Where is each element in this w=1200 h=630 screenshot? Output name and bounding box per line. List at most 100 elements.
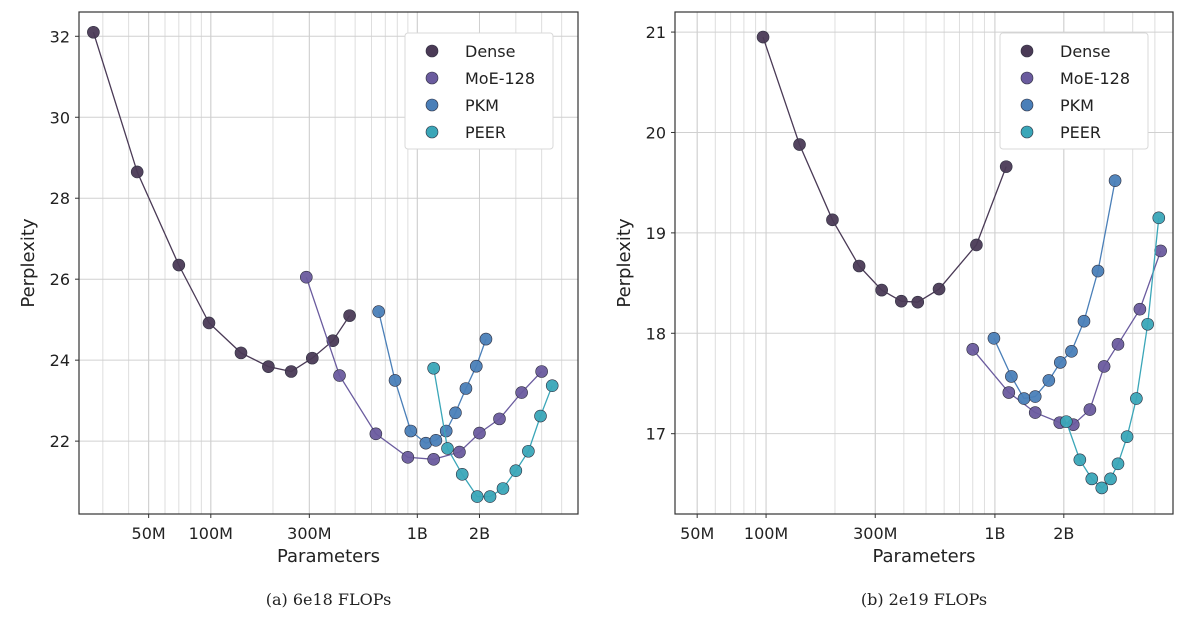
data-point [1005,370,1018,383]
axes-frame [674,11,1174,515]
data-point [1073,453,1087,467]
data-point [1154,244,1167,258]
series-peer [1059,211,1166,495]
data-point [509,464,523,477]
data-point [1002,386,1016,399]
axes-frame [78,11,579,515]
data-point [388,374,402,387]
x-axis-label: Parameters [872,546,975,567]
data-point [1059,415,1073,428]
series-dense [87,25,356,378]
y-tick-label: 17 [646,425,666,444]
data-point [470,490,484,503]
data-point [756,30,770,44]
data-point [1053,356,1067,369]
series-line [92,32,351,373]
data-point [1028,390,1042,403]
data-point [333,369,346,382]
series-pkm [372,305,493,450]
data-point [1133,302,1147,316]
data-point [404,424,418,438]
figure-caption: (a) 6e18 FLOPs [266,590,392,609]
y-grid [675,12,1173,514]
data-point [429,434,443,447]
data-point [1108,174,1122,187]
y-tick-label: 20 [646,123,666,142]
data-point [483,490,497,503]
legend-box [999,32,1149,150]
series-line [993,180,1116,400]
data-point [369,427,383,441]
y-axis-label: Perplexity [614,218,635,308]
y-tick-label: 28 [50,189,70,208]
data-point [1141,317,1154,331]
data-point [439,424,453,438]
data-point [473,426,486,440]
data-point [1042,374,1056,387]
data-point [459,382,473,395]
x-tick-label: 50M [132,524,166,543]
data-point [1120,430,1134,443]
legend-marker [425,98,439,112]
legend: Dense MoE-128 PKM PEER [404,32,554,150]
data-point [1017,392,1031,405]
data-point [1083,403,1097,416]
y-tick-label: 22 [50,432,70,451]
data-point [455,468,469,481]
x-tick-label: 1B [407,524,428,543]
data-point [1077,314,1091,328]
data-point [545,379,559,392]
data-point [202,316,216,330]
data-point [299,270,313,284]
series-line [378,311,487,444]
y-tick-label: 24 [50,351,70,370]
legend-box [404,32,554,150]
chart-panel-b: 17 18 19 20 21 50M 100M 300M 1B 2B Parameters Perpl… [614,11,1174,609]
data-point [479,332,493,346]
data-point [469,359,483,373]
data-point [305,351,319,365]
legend-label: MoE-128 [465,69,535,88]
data-point [427,453,440,466]
y-axis-label: Perplexity [18,218,39,308]
x-tick-label: 1B [984,524,1005,543]
series-moe-128 [299,270,548,466]
data-point [1085,472,1099,486]
x-axis-label: Parameters [277,546,380,567]
data-point [453,445,466,459]
x-tick-label: 100M [189,524,233,543]
data-point [449,406,462,420]
data-point [534,409,547,423]
data-point [826,213,839,227]
data-point [1097,360,1111,373]
legend-marker [1020,125,1034,139]
series-dense [756,30,1013,309]
data-point [522,444,535,458]
y-tick-label: 26 [50,270,70,289]
y-tick-label: 19 [646,224,666,243]
data-point [326,334,340,348]
data-point [1111,338,1125,351]
data-point [1028,406,1042,419]
x-tick-label: 2B [469,524,490,543]
data-point [172,258,186,272]
data-point [130,165,144,179]
legend-label: PKM [465,96,499,115]
data-point [496,482,510,495]
y-tick-label: 21 [646,23,666,42]
legend-marker [1020,98,1034,112]
data-point [1091,264,1105,278]
legend-label: Dense [1060,42,1110,61]
data-point [932,282,946,296]
y-tick-label: 32 [50,27,70,46]
data-point [441,442,454,455]
data-point [1111,457,1125,471]
y-grid [79,12,578,514]
series-line [762,36,1007,303]
data-point [911,295,925,309]
legend-marker [425,44,439,58]
data-point [87,25,100,39]
data-point [1104,472,1117,486]
data-point [493,412,506,426]
